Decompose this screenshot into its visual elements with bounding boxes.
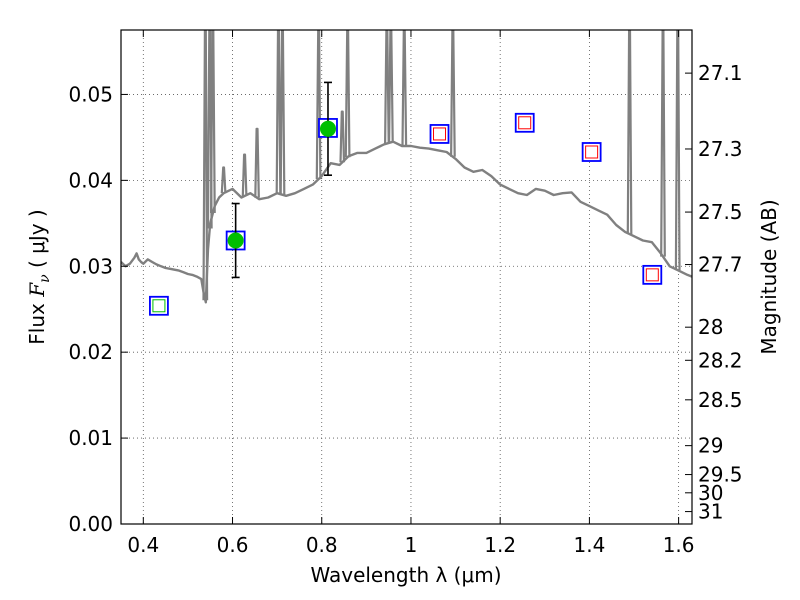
spectrum-emission-line [210,30,216,214]
model-box-inner [518,116,532,130]
spectrum-emission-line [401,30,408,147]
spectrum-emission-line [384,30,390,144]
spectrum-line [121,140,692,304]
spectrum-emission-line [254,127,260,198]
spectrum-emission-line [388,30,394,143]
y-tick-label: 0.04 [68,168,113,192]
model-box [429,124,450,144]
x-tick-label: 1.2 [484,533,516,557]
y-tick-label: 0.03 [68,254,113,278]
spectrum-emission-line [674,30,681,271]
y-axis-title-prefix: Flux [25,297,49,345]
y-axis-title-symbol: F [25,282,49,298]
spectrum-emission-line [279,30,286,195]
axis-ticks: 0.4 0.6 0.8 1 1.2 1.4 1.6 0.00 0.01 0.02 0.03 0.04 0… [68,30,743,557]
x-tick-label: 0.4 [127,533,159,557]
y2-tick-label: 28 [698,315,723,339]
spectrum-emission-line [344,30,351,158]
y2-tick-label: 28.5 [698,388,743,412]
model-box [149,295,169,316]
spectrum-emission-line [339,110,346,163]
detection-point [227,232,244,249]
y-tick-label: 0.02 [68,340,113,364]
x-tick-label: 0.8 [306,533,338,557]
spectrum-emission-line [275,30,282,194]
spectrum-emission-line [241,153,248,197]
y-tick-label: 0.05 [68,82,113,106]
spectrum-emission-line [660,30,666,257]
model-box-inner [152,299,166,313]
x-tick-label: 0.6 [217,533,249,557]
x-tick-label: 1.6 [663,533,695,557]
y2-tick-label: 27.3 [698,137,743,161]
y2-tick-label: 27.5 [698,200,743,224]
plot-frame [120,29,693,525]
spectrum-emission-line [202,30,209,301]
y2-tick-label: 27.1 [698,61,743,85]
model-box-inner [433,127,447,141]
model-box [514,112,535,133]
model-box [581,142,602,162]
y-tick-label: 0.00 [68,512,113,536]
detection-point [319,120,336,137]
y2-axis-title: Magnitude (AB) [757,199,781,354]
x-axis-title: Wavelength λ (μm) [310,563,501,587]
spectrum-emission-line [315,30,322,180]
y2-tick-label: 31 [698,500,723,524]
model-box [642,264,663,285]
y-tick-label: 0.01 [68,426,113,450]
y-axis-title: Flux Fν ( μJy ) [25,209,53,344]
y2-tick-label: 28.2 [698,348,743,372]
x-tick-label: 1.4 [573,533,605,557]
y2-tick-label: 29 [698,434,723,458]
spectrum-emission-line [450,30,456,157]
model-box-inner [645,268,659,282]
spectrum-emission-line [220,166,227,194]
y2-tick-label: 29.5 [698,463,743,487]
y-axis-title-subscript: ν [37,274,53,283]
y-axis-title-unit: ( μJy ) [25,209,49,274]
spectrum-emission-line [626,30,633,235]
y2-tick-label: 27.7 [698,253,743,277]
y2-tick-label: 30 [698,481,723,505]
plot-area [121,30,692,316]
model-box-inner [585,145,599,159]
x-tick-label: 1 [405,533,418,557]
